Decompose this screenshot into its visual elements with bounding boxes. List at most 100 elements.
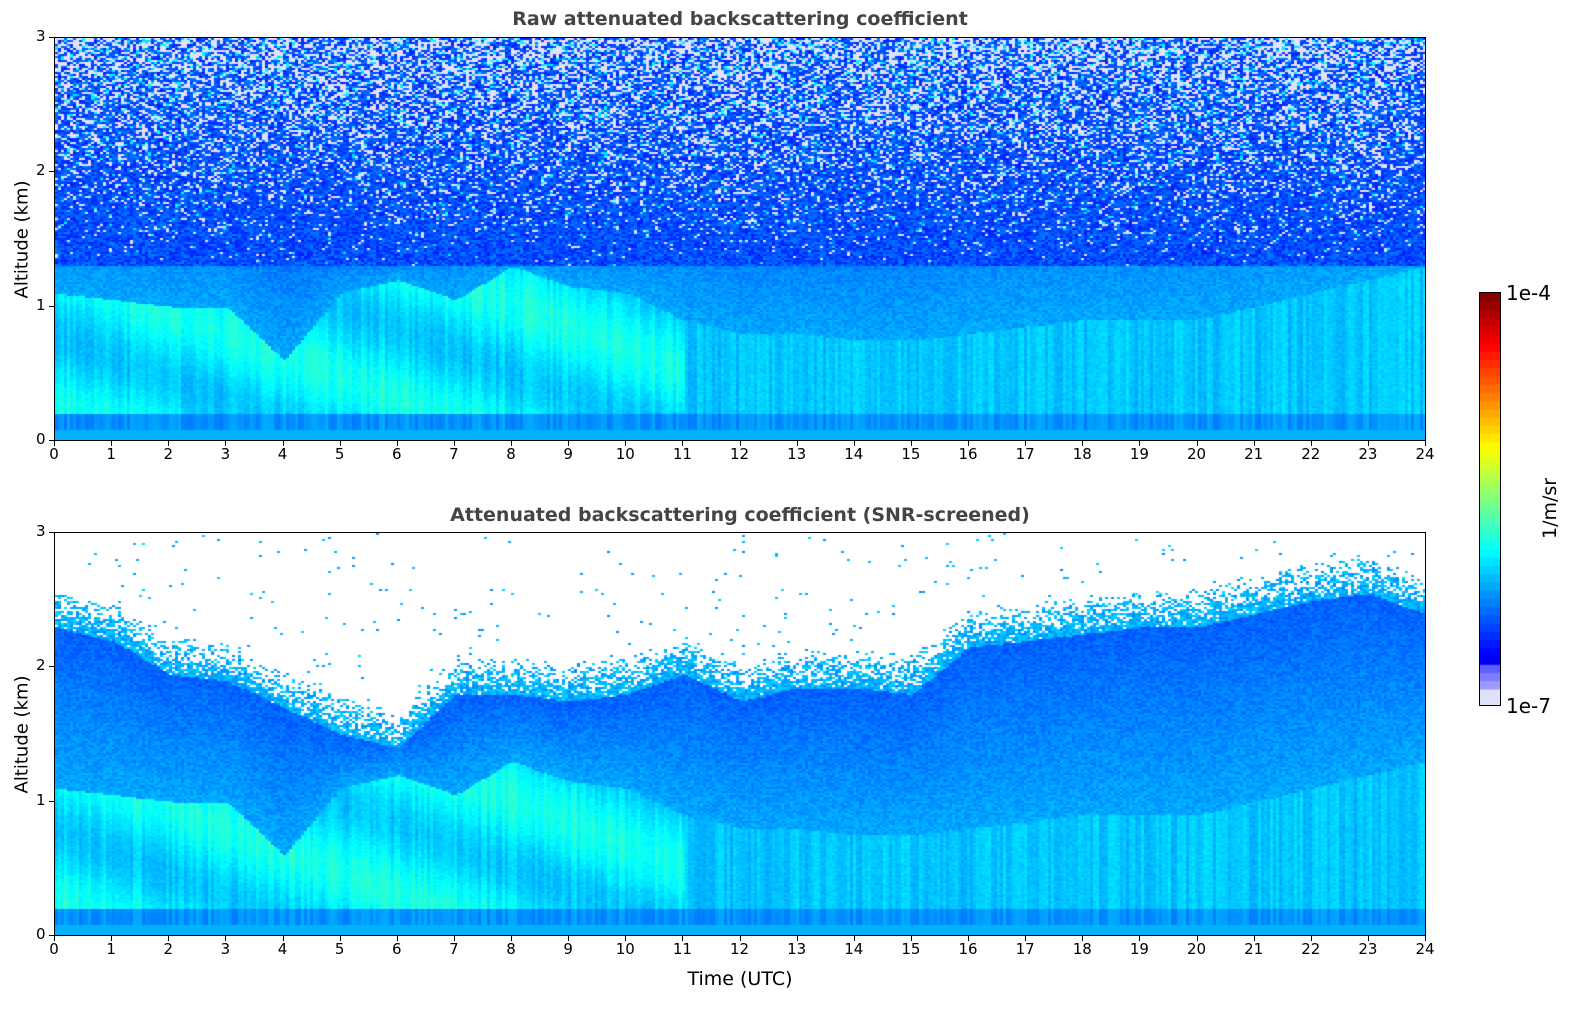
x-tick-mark bbox=[1082, 936, 1084, 941]
x-tick-label: 15 bbox=[901, 445, 921, 463]
x-tick-mark bbox=[111, 441, 113, 446]
x-tick-label: 2 bbox=[163, 940, 174, 958]
x-tick-label: 13 bbox=[787, 445, 807, 463]
x-tick-label: 23 bbox=[1358, 940, 1378, 958]
x-tick-label: 0 bbox=[49, 940, 59, 958]
x-tick-label: 24 bbox=[1415, 445, 1435, 463]
x-tick-label: 17 bbox=[1015, 445, 1035, 463]
y-tick-label: 0 bbox=[36, 925, 46, 943]
x-tick-label: 21 bbox=[1244, 445, 1264, 463]
x-tick-label: 19 bbox=[1129, 940, 1149, 958]
x-tick-mark bbox=[568, 936, 570, 941]
x-tick-mark bbox=[1025, 936, 1027, 941]
x-tick-label: 3 bbox=[220, 940, 231, 958]
bottom-plot-title: Attenuated backscattering coefficient (S… bbox=[450, 504, 1030, 526]
x-tick-mark bbox=[853, 441, 855, 446]
x-tick-label: 6 bbox=[391, 940, 402, 958]
x-tick-mark bbox=[682, 936, 684, 941]
x-tick-label: 1 bbox=[106, 445, 116, 463]
x-tick-label: 13 bbox=[787, 940, 807, 958]
raw-heatmap-canvas bbox=[55, 38, 1425, 440]
x-tick-mark bbox=[168, 936, 170, 941]
x-tick-label: 21 bbox=[1244, 940, 1264, 958]
top-plot-title: Raw attenuated backscattering coefficien… bbox=[512, 8, 968, 30]
y-tick-label: 0 bbox=[36, 430, 46, 448]
x-tick-mark bbox=[853, 936, 855, 941]
x-tick-mark bbox=[568, 441, 570, 446]
x-tick-mark bbox=[968, 936, 969, 941]
x-tick-mark bbox=[1367, 936, 1369, 941]
x-tick-label: 10 bbox=[615, 445, 635, 463]
x-tick-label: 7 bbox=[449, 445, 459, 463]
x-tick-label: 16 bbox=[958, 445, 978, 463]
x-tick-label: 2 bbox=[163, 445, 174, 463]
x-tick-mark bbox=[1196, 441, 1198, 446]
colorbar-gradient bbox=[1480, 293, 1500, 705]
x-tick-mark bbox=[225, 936, 227, 941]
x-tick-label: 8 bbox=[506, 940, 516, 958]
x-tick-label: 9 bbox=[563, 445, 573, 463]
top-y-label: Altitude (km) bbox=[11, 180, 33, 299]
y-tick-mark bbox=[49, 171, 54, 173]
x-tick-label: 5 bbox=[334, 940, 345, 958]
x-tick-label: 22 bbox=[1301, 940, 1321, 958]
x-tick-mark bbox=[910, 936, 912, 941]
x-tick-mark bbox=[54, 441, 55, 446]
x-tick-mark bbox=[453, 936, 455, 941]
x-tick-label: 23 bbox=[1358, 445, 1378, 463]
bottom-y-label: Altitude (km) bbox=[11, 675, 33, 794]
x-tick-mark bbox=[1196, 936, 1198, 941]
y-tick-mark bbox=[49, 440, 54, 441]
x-tick-label: 4 bbox=[277, 445, 288, 463]
x-tick-label: 18 bbox=[1072, 445, 1092, 463]
x-tick-mark bbox=[225, 441, 227, 446]
x-tick-mark bbox=[1253, 441, 1255, 446]
x-tick-mark bbox=[1139, 441, 1141, 446]
x-tick-mark bbox=[1025, 441, 1027, 446]
x-tick-label: 10 bbox=[615, 940, 635, 958]
x-tick-mark bbox=[1253, 936, 1255, 941]
y-tick-mark bbox=[49, 800, 54, 802]
x-tick-label: 0 bbox=[49, 445, 59, 463]
y-tick-mark bbox=[49, 666, 54, 668]
y-tick-label: 3 bbox=[36, 522, 46, 540]
x-tick-label: 20 bbox=[1186, 940, 1207, 958]
x-tick-mark bbox=[1367, 441, 1369, 446]
x-tick-mark bbox=[396, 936, 398, 941]
x-tick-label: 19 bbox=[1129, 445, 1149, 463]
x-tick-mark bbox=[1425, 441, 1426, 446]
raw-heatmap bbox=[54, 37, 1426, 441]
x-tick-mark bbox=[625, 936, 627, 941]
x-tick-mark bbox=[511, 936, 512, 941]
x-tick-label: 6 bbox=[391, 445, 402, 463]
x-tick-label: 16 bbox=[958, 940, 978, 958]
x-tick-label: 1 bbox=[106, 940, 116, 958]
x-tick-label: 15 bbox=[901, 940, 921, 958]
x-tick-mark bbox=[625, 441, 627, 446]
x-tick-mark bbox=[396, 441, 398, 446]
x-tick-label: 14 bbox=[844, 445, 864, 463]
x-tick-mark bbox=[682, 441, 684, 446]
x-tick-mark bbox=[282, 936, 284, 941]
x-tick-mark bbox=[282, 441, 284, 446]
colorbar bbox=[1479, 292, 1501, 706]
x-tick-label: 22 bbox=[1301, 445, 1321, 463]
x-tick-label: 8 bbox=[506, 445, 516, 463]
y-tick-mark bbox=[49, 532, 54, 533]
x-tick-mark bbox=[1310, 441, 1312, 446]
colorbar-min-label: 1e-7 bbox=[1506, 694, 1551, 718]
x-tick-mark bbox=[796, 936, 798, 941]
x-tick-mark bbox=[968, 441, 969, 446]
x-tick-mark bbox=[453, 441, 455, 446]
x-tick-label: 5 bbox=[334, 445, 345, 463]
x-tick-label: 11 bbox=[672, 445, 692, 463]
x-tick-label: 9 bbox=[563, 940, 573, 958]
x-tick-mark bbox=[1310, 936, 1312, 941]
x-tick-label: 12 bbox=[729, 940, 750, 958]
x-tick-label: 12 bbox=[729, 445, 750, 463]
x-tick-label: 14 bbox=[844, 940, 864, 958]
x-tick-mark bbox=[1082, 441, 1084, 446]
x-tick-label: 17 bbox=[1015, 940, 1035, 958]
x-tick-label: 24 bbox=[1415, 940, 1435, 958]
x-tick-mark bbox=[54, 936, 55, 941]
